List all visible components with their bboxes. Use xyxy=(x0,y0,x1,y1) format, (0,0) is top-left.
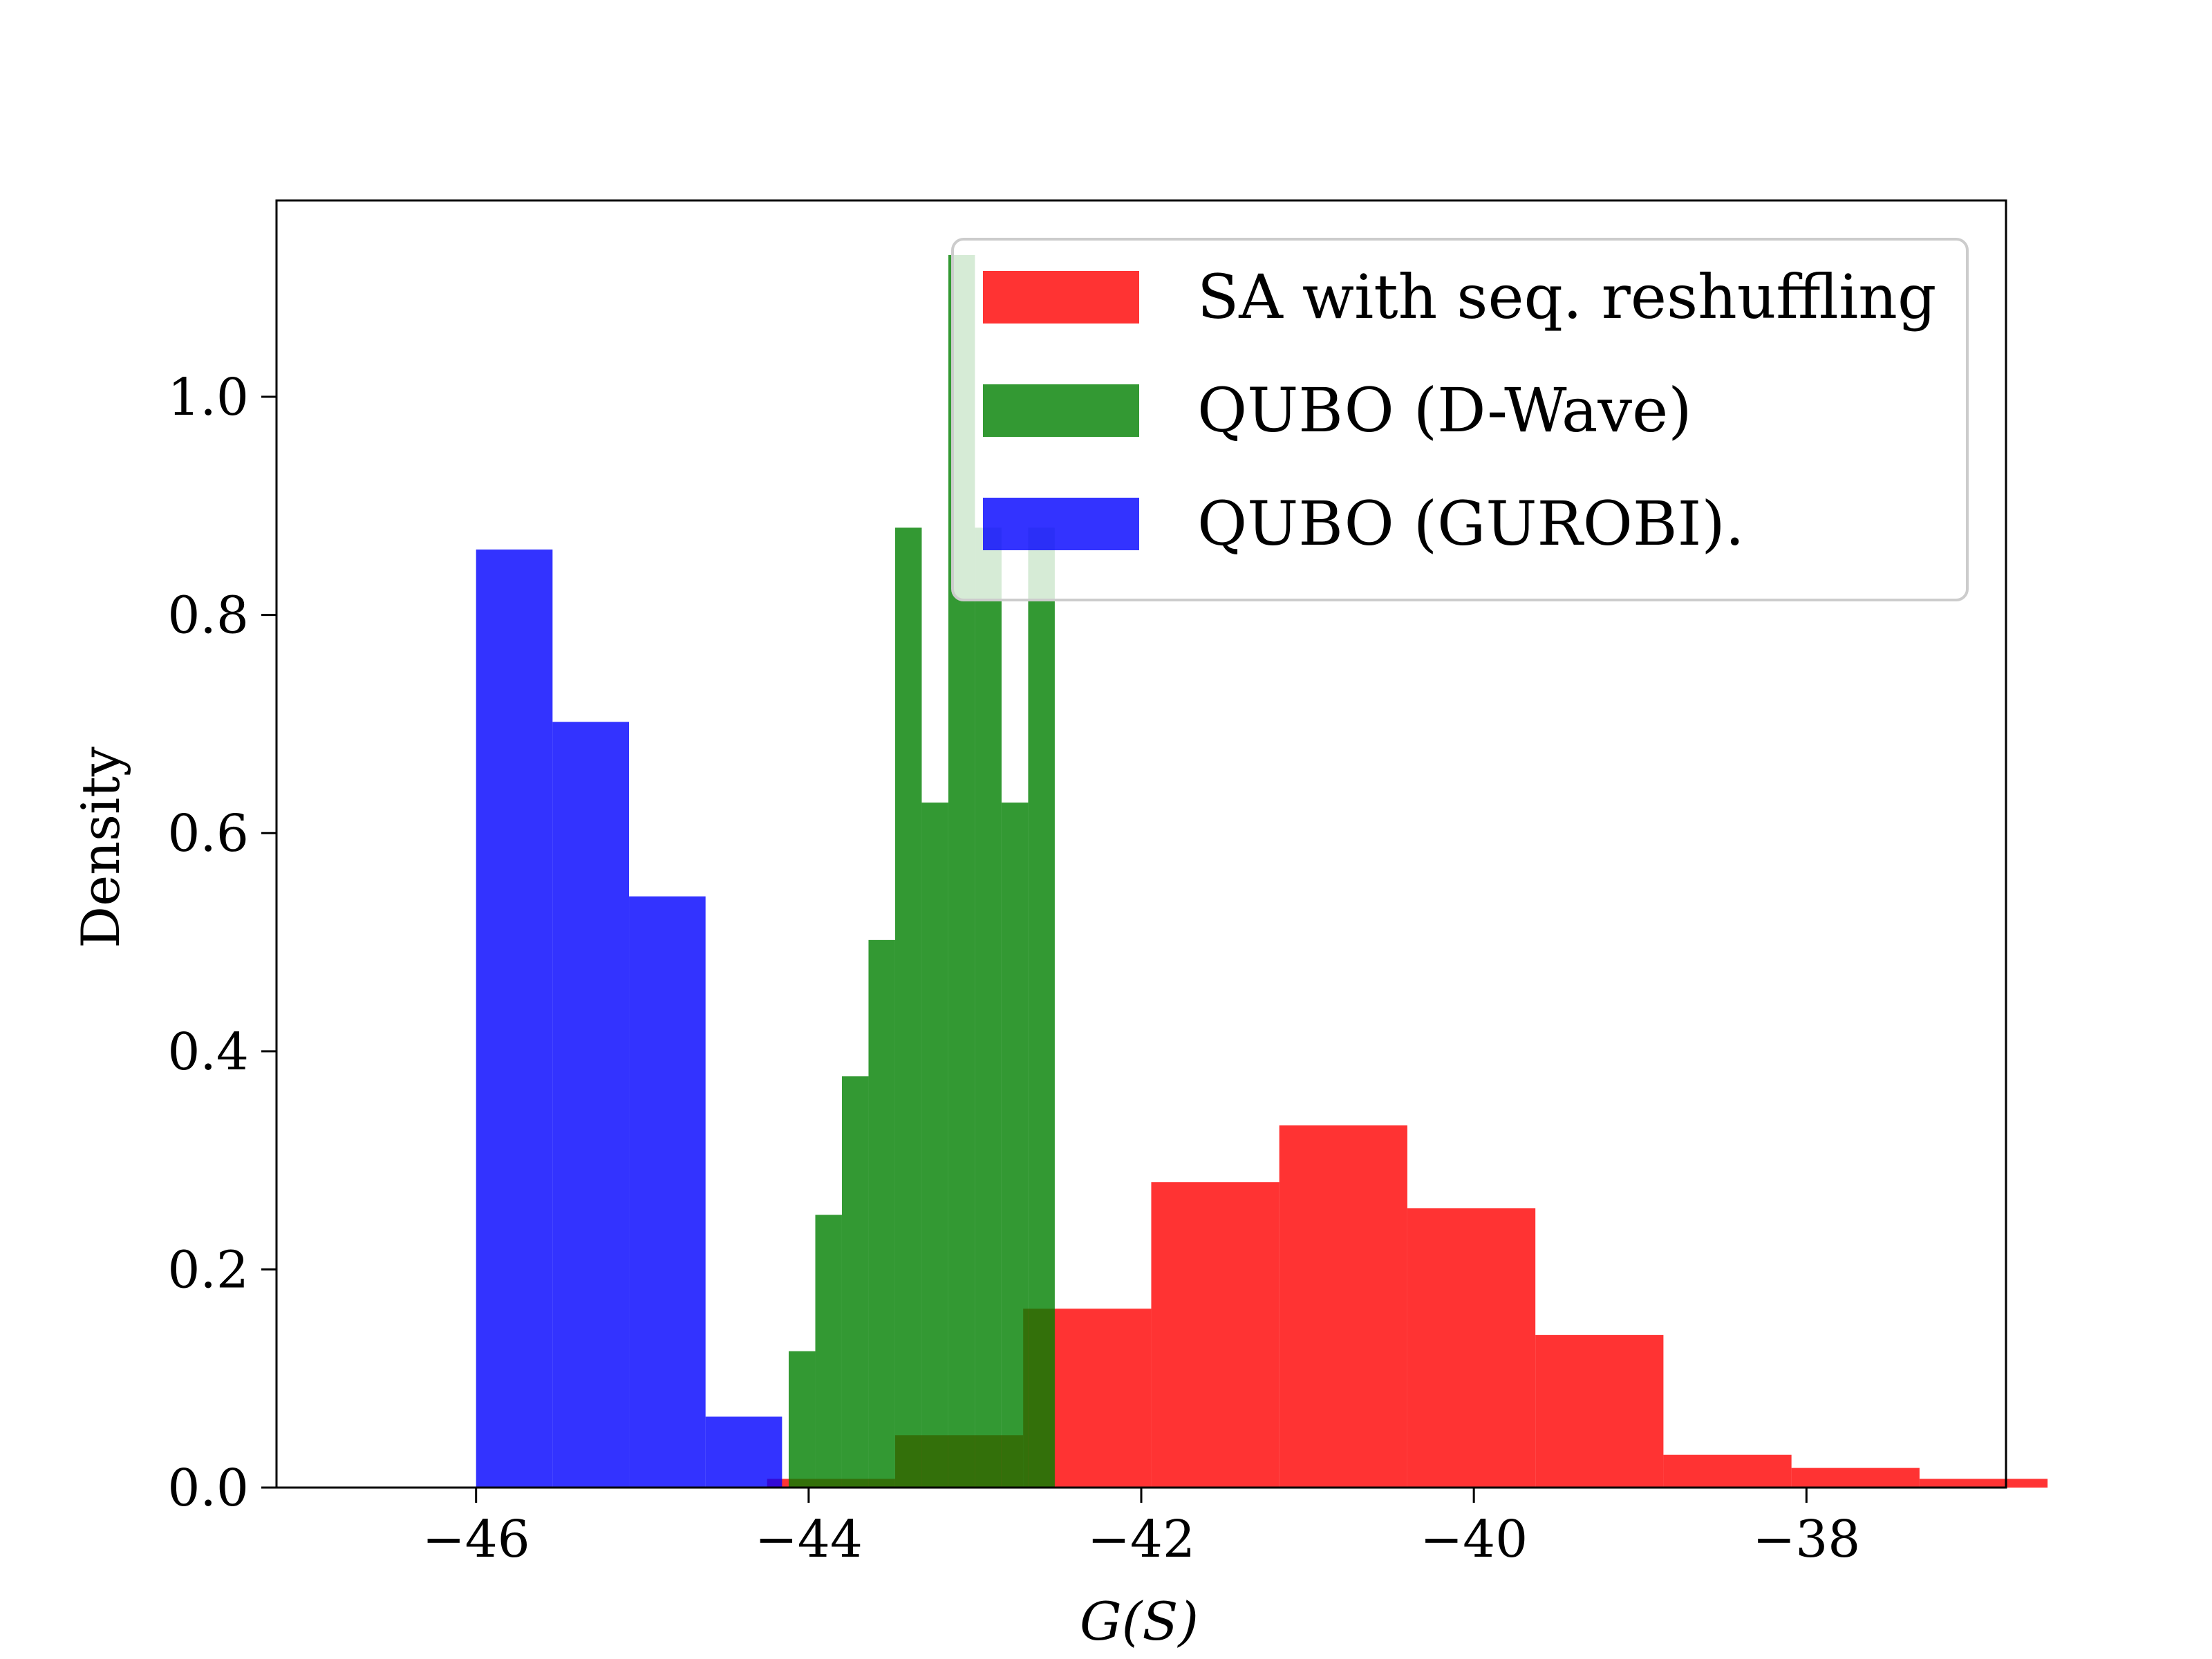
gurobi-bar-0 xyxy=(476,549,553,1488)
sa-bar-3 xyxy=(1151,1182,1280,1488)
sa-bar-9 xyxy=(1919,1479,2048,1488)
y-tick-label: 0.0 xyxy=(167,1459,249,1518)
dwave-bar-0 xyxy=(788,1351,816,1488)
sa-bar-8 xyxy=(1791,1468,1920,1488)
y-tick-label: 0.4 xyxy=(167,1022,249,1082)
plot-frame xyxy=(275,199,2007,1489)
sa-bar-5 xyxy=(1407,1208,1536,1488)
dwave-bar-3 xyxy=(868,939,895,1488)
dwave-bar-9 xyxy=(1028,527,1055,1488)
legend-swatch-gurobi xyxy=(983,498,1139,550)
sa-bar-4 xyxy=(1279,1125,1407,1488)
legend: SA with seq. reshuffling QUBO (D-Wave) Q… xyxy=(951,238,1969,601)
sa-bar-7 xyxy=(1663,1454,1792,1488)
gurobi-bar-3 xyxy=(705,1416,782,1488)
x-tick-label: −44 xyxy=(755,1510,863,1569)
legend-swatch-sa xyxy=(983,271,1139,324)
y-axis-label: Density xyxy=(70,747,131,948)
gurobi-bar-2 xyxy=(629,896,706,1488)
dwave-bar-5 xyxy=(921,803,948,1488)
legend-box xyxy=(951,238,1969,601)
gurobi-bar-1 xyxy=(552,722,630,1488)
axis-ticks: −46 −44 −42 −40 −38 0.0 0.2 0.4 0.6 0.8 1.0 xyxy=(167,368,1860,1569)
x-tick-label: −38 xyxy=(1752,1510,1860,1569)
x-tick-label: −42 xyxy=(1087,1510,1195,1569)
series-gurobi-bars xyxy=(476,549,782,1488)
x-tick-label: −46 xyxy=(422,1510,530,1569)
dwave-bar-8 xyxy=(1001,803,1029,1488)
legend-label-sa: SA with seq. reshuffling xyxy=(1197,261,1936,332)
x-tick-label: −40 xyxy=(1420,1510,1528,1569)
dwave-bar-1 xyxy=(815,1215,842,1488)
sa-bar-6 xyxy=(1535,1335,1664,1488)
legend-swatch-dwave xyxy=(983,384,1139,437)
y-tick-label: 0.6 xyxy=(167,804,249,863)
y-tick-label: 1.0 xyxy=(167,368,249,427)
legend-label-gurobi: QUBO (GUROBI). xyxy=(1197,488,1745,559)
dwave-bar-4 xyxy=(894,527,922,1488)
dwave-bar-2 xyxy=(841,1076,869,1488)
series-dwave-bars xyxy=(788,254,1055,1488)
x-axis-label: G(S) xyxy=(1080,1591,1199,1652)
y-tick-label: 0.2 xyxy=(167,1240,249,1300)
legend-label-dwave: QUBO (D-Wave) xyxy=(1197,375,1692,446)
dwave-bar-7 xyxy=(975,527,1002,1488)
y-tick-label: 0.8 xyxy=(167,586,249,646)
